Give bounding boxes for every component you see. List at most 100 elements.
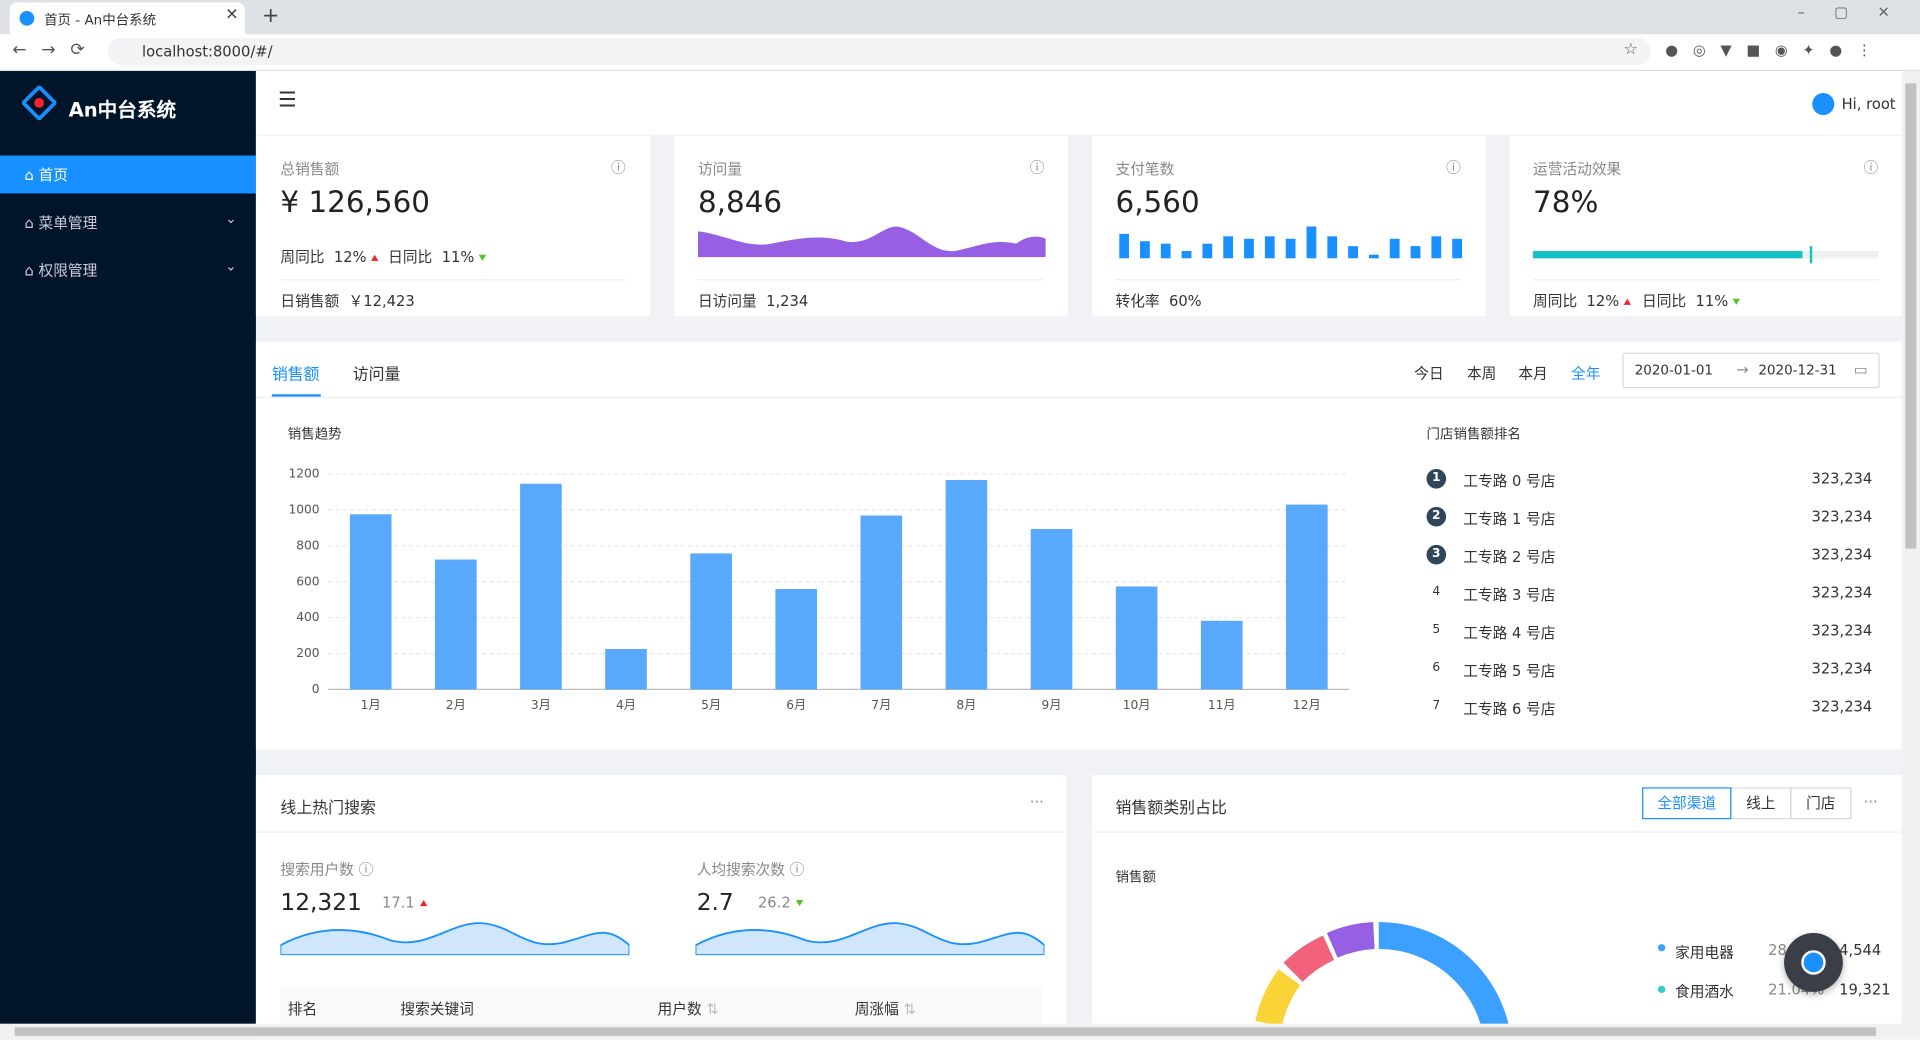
store-name: 工专路 0 号店 [1463, 472, 1556, 490]
col-header[interactable]: 周涨幅 ⇅ [854, 1000, 916, 1018]
table-header: 排名 搜索关键词 用户数 ⇅ 周涨幅 ⇅ [280, 986, 1043, 1024]
bar [690, 553, 732, 690]
bookmark[interactable]: ☆ [1623, 40, 1638, 59]
tab[interactable]: 访问量 [352, 366, 401, 385]
menu-item[interactable]: ⌂ 菜单管理 ⌄ [0, 203, 256, 241]
tab-active[interactable]: 销售额 [271, 366, 320, 385]
arrow: → [1736, 361, 1749, 379]
info-icon[interactable]: ⓘ [1029, 159, 1045, 177]
x-tick-label: 6月 [786, 698, 806, 712]
search-sparkline [280, 922, 630, 956]
stat-change-text: 26.2 [757, 893, 791, 912]
chart-title: 销售趋势 [287, 426, 342, 443]
range-active[interactable]: 全年 [1571, 364, 1601, 383]
progress-target [1809, 246, 1813, 264]
collapse-button[interactable]: ☰ [277, 88, 297, 113]
h-scrollbar[interactable] [0, 1023, 1920, 1040]
trend: 日同比 11% [388, 246, 487, 267]
tab-ink [271, 394, 321, 397]
info-icon[interactable]: ⓘ [1863, 159, 1879, 177]
bar [435, 559, 477, 690]
legend-dot [1657, 944, 1666, 952]
divider [280, 279, 626, 281]
date-picker[interactable]: 2020-01-01 → 2020-12-31 ▭ [1622, 352, 1880, 389]
footer-label: 日访问量 [697, 292, 757, 310]
stat-label: 人均搜索次数 ⓘ [696, 860, 805, 878]
divider [1533, 279, 1879, 281]
nav-buttons[interactable]: ←→⟳ [12, 40, 100, 61]
tab[interactable]: 首页 - An中台系统 ✕ [9, 2, 245, 35]
v-thumb[interactable] [1905, 83, 1917, 549]
x-tick-label: 9月 [1042, 698, 1062, 712]
tab-bar [0, 0, 1920, 35]
float-button[interactable] [1784, 933, 1843, 992]
legend-name: 家用电器 [1675, 944, 1734, 962]
progress-track [1533, 251, 1879, 259]
extensions[interactable]: ●◎▼■◉✦●⋮ [1665, 41, 1887, 59]
x-tick-label: 7月 [871, 698, 891, 712]
bar [605, 648, 647, 690]
rank-badge: 3 [1426, 544, 1447, 565]
store-value: 323,234 [1811, 622, 1873, 640]
card-footer: 日访问量 1,234 [698, 290, 808, 311]
trend: 日同比 11% [1642, 290, 1741, 311]
more[interactable]: ··· [1029, 793, 1044, 811]
card-value: 78% [1533, 184, 1599, 220]
donut [1255, 922, 1509, 1033]
range[interactable]: 本周 [1466, 364, 1497, 383]
trend: 周同比 12% [1533, 290, 1632, 311]
col-header[interactable]: 用户数 ⇅ [657, 1000, 719, 1018]
segment[interactable]: 线上 [1730, 787, 1792, 820]
col-header-text: 周涨幅 [854, 1000, 899, 1018]
y-tick-label: 0 [312, 682, 320, 696]
omnibox[interactable]: localhost:8000/#/ ☆ [107, 37, 1651, 65]
category-card: 销售额类别占比 全部渠道 线上 门店 ··· 销售额 家用电器 28.79% 4… [1092, 775, 1902, 1033]
divider [255, 396, 1902, 398]
trend: 周同比 12% [280, 246, 379, 267]
chevron: ⌄ [225, 210, 237, 227]
card-title: 销售额类别占比 [1115, 799, 1227, 818]
store-name: 工专路 5 号店 [1463, 662, 1556, 680]
info-icon[interactable]: ⓘ [611, 159, 626, 177]
date-to: 2020-12-31 [1758, 362, 1837, 379]
footer-value: 1,234 [766, 292, 809, 310]
range[interactable]: 今日 [1414, 364, 1444, 383]
range[interactable]: 本月 [1518, 364, 1548, 383]
window-controls[interactable]: –▢✕ [1797, 3, 1920, 21]
trend-value: 11% [441, 248, 475, 266]
y-tick-label: 400 [296, 610, 319, 624]
col-header: 搜索关键词 [400, 1000, 474, 1018]
divider [255, 831, 1067, 833]
footer-value: 60% [1168, 292, 1202, 310]
tab-title: 首页 - An中台系统 [44, 12, 157, 29]
divider [697, 279, 1044, 281]
card-value: ¥ 126,560 [280, 184, 430, 220]
h-thumb[interactable] [14, 1027, 1876, 1036]
stat-value: 2.7 [696, 888, 734, 916]
menu-item[interactable]: ⌂ 权限管理 ⌄ [0, 251, 256, 289]
info-icon[interactable]: ⓘ [1446, 159, 1461, 177]
stat-card: 总销售额 ⓘ ¥ 126,560 周同比 12% 日同比 11% 日销售额 ￥1… [255, 135, 651, 316]
card-footer: 转化率 60% [1116, 290, 1202, 311]
stat-card: 访问量 ⓘ 8,846 日访问量 1,234 [674, 135, 1068, 316]
legend-dot [1657, 985, 1666, 994]
ranking-list: 1 工专路 0 号店 323,234 2 工专路 1 号店 323,234 3 工专路 2 号… [1426, 464, 1873, 721]
menu-item-active[interactable]: ⌂ 首页 [0, 155, 256, 194]
divider [1115, 279, 1461, 281]
close-tab[interactable]: ✕ [225, 6, 239, 25]
v-scrollbar[interactable] [1901, 71, 1920, 1024]
rank-badge: 6 [1432, 661, 1441, 675]
store-value: 323,234 [1811, 584, 1873, 602]
subtitle: 销售额 [1115, 869, 1156, 886]
trend-label: 周同比 [1533, 292, 1578, 310]
segment-active[interactable]: 全部渠道 [1642, 787, 1732, 820]
segment[interactable]: 门店 [1790, 787, 1852, 820]
payments-sparkline [1119, 226, 1463, 259]
new-tab[interactable]: + [262, 3, 280, 29]
stat-change: 17.1 [382, 894, 428, 911]
trend-value: 12% [1586, 292, 1620, 310]
more[interactable]: ··· [1863, 793, 1878, 811]
user-name[interactable]: Hi, root [1841, 95, 1896, 113]
avatar[interactable] [1812, 93, 1835, 116]
rank-badge: 1 [1426, 468, 1447, 489]
